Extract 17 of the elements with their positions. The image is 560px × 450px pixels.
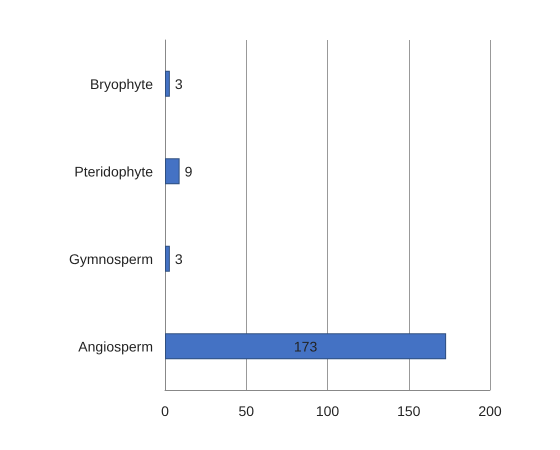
data-label: 173: [294, 338, 318, 354]
x-tick-label: 100: [316, 403, 340, 419]
x-tick-label: 150: [397, 403, 421, 419]
y-tick-label: Gymnosperm: [68, 250, 153, 267]
bar: [165, 246, 170, 272]
y-tick-label: Angiosperm: [78, 338, 153, 354]
x-tick-label: 0: [161, 403, 170, 419]
x-tick-label: 200: [478, 403, 502, 419]
bar: [165, 158, 180, 184]
data-label: 3: [174, 76, 183, 92]
bar: [165, 70, 170, 97]
y-tick-label: Bryophyte: [90, 76, 154, 92]
data-label: 3: [174, 250, 183, 267]
data-label: 9: [184, 163, 193, 180]
x-tick-label: 50: [238, 403, 254, 419]
y-tick-label: Pteridophyte: [74, 163, 154, 180]
bar: [165, 333, 446, 360]
